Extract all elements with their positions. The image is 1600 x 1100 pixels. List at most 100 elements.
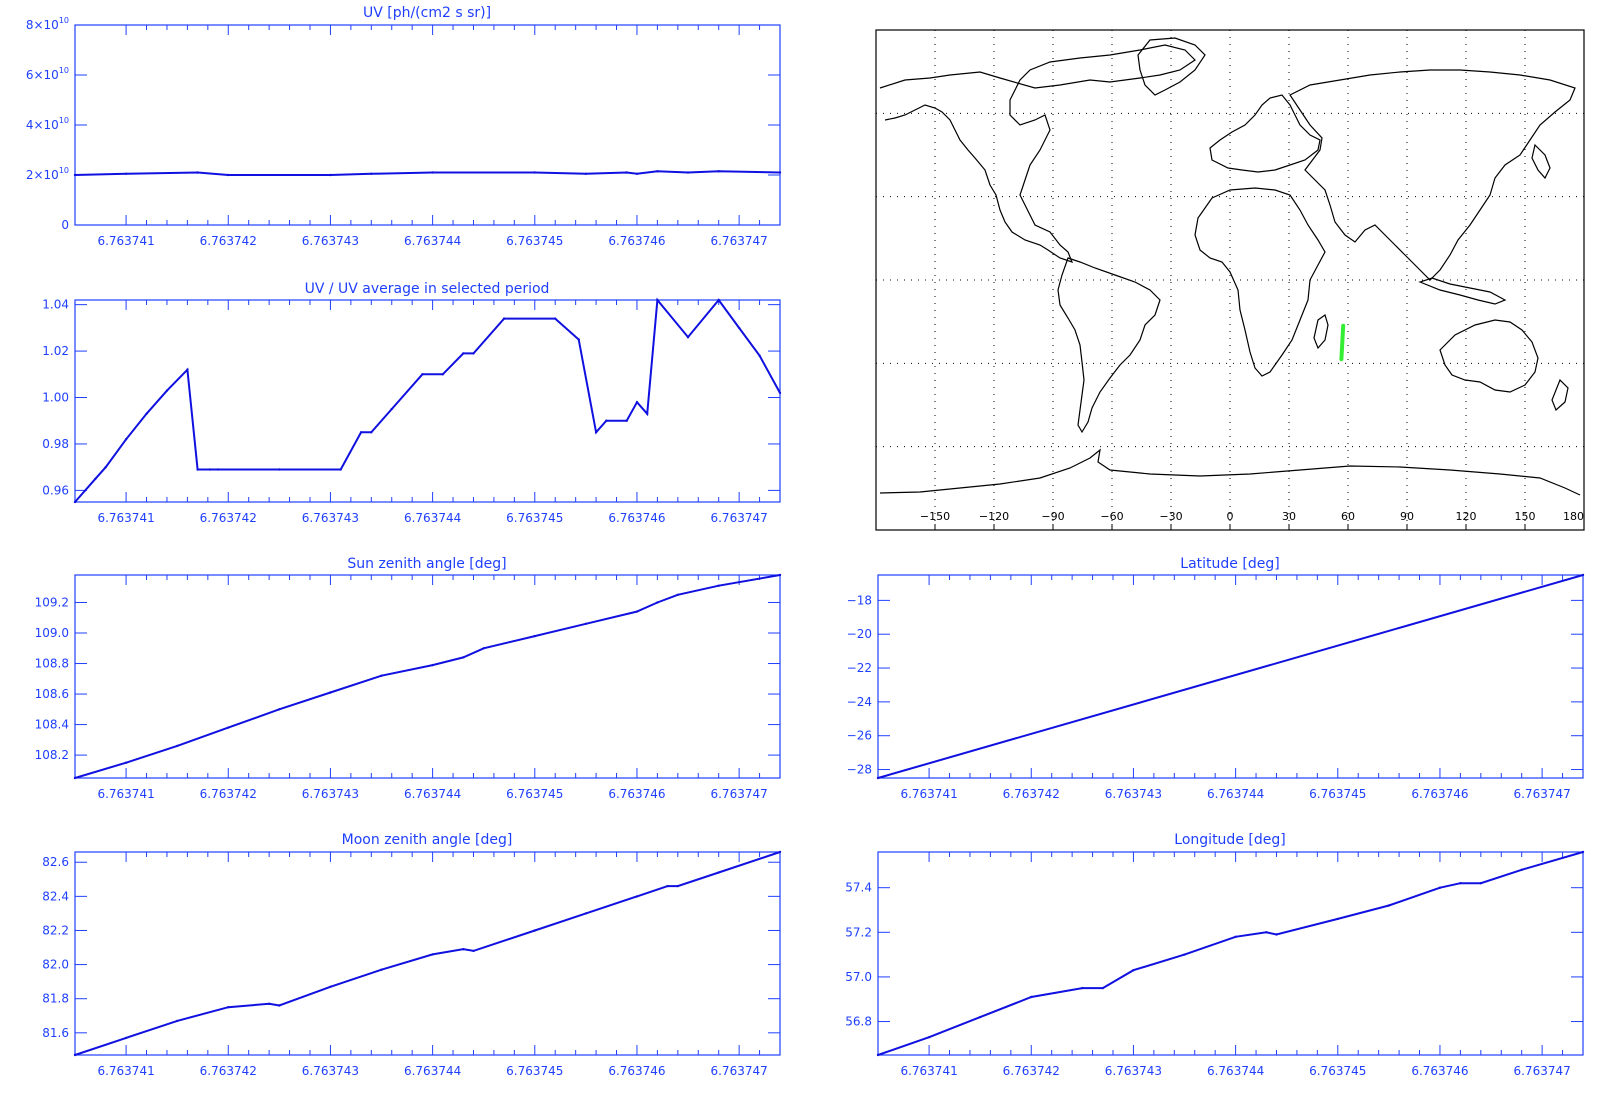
uvratio-data-point xyxy=(441,373,444,376)
sun-data-point xyxy=(278,708,281,711)
moon-data-point xyxy=(431,953,434,956)
moon-ytick-label: 81.8 xyxy=(42,992,69,1006)
lon-data-point xyxy=(1030,995,1033,999)
uvratio-data-point xyxy=(758,354,761,357)
sun-axes-frame xyxy=(74,574,781,779)
lon-ytick-label: 57.0 xyxy=(845,970,872,984)
moon-data-point xyxy=(380,968,383,971)
sun-data-point xyxy=(584,622,588,625)
lon-xtick-label: 6.763745 xyxy=(1309,1064,1366,1078)
lat-xtick-label: 6.763747 xyxy=(1513,787,1570,801)
south-america-outline xyxy=(1057,257,1161,434)
map-xtick-label: 180 xyxy=(1563,510,1584,523)
map-coastlines xyxy=(879,37,1581,496)
lon-data-point xyxy=(1479,882,1483,885)
lat-x-axis: 6.763741 6.763742 6.763743 6.763744 6.763745… xyxy=(900,575,1571,801)
moon-ytick-label: 82.4 xyxy=(42,889,69,903)
moon-ytick-label: 81.6 xyxy=(42,1026,69,1040)
lon-data-point xyxy=(1081,986,1084,990)
map-xtick-label: 150 xyxy=(1515,510,1536,523)
sun-xtick-label: 6.763745 xyxy=(506,787,563,801)
moon-data-point xyxy=(176,1019,179,1023)
uv-xtick-label: 6.763741 xyxy=(97,234,154,248)
lat-ytick-label: −22 xyxy=(847,661,872,675)
uvratio-data-point xyxy=(737,326,741,330)
uvratio-data-point xyxy=(104,466,107,469)
uv-data-point xyxy=(584,172,588,175)
sun-x-axis: 6.763741 6.763742 6.763743 6.763744 6.763745… xyxy=(97,575,768,801)
lon-xtick-label: 6.763741 xyxy=(900,1064,957,1078)
uv-data-point xyxy=(370,172,373,175)
lon-data-point xyxy=(1459,882,1462,885)
sun-xtick-label: 6.763746 xyxy=(608,787,665,801)
moon-xtick-label: 6.763742 xyxy=(200,1064,257,1078)
lon-data-point xyxy=(1183,953,1186,956)
sun-data-point xyxy=(431,663,434,667)
uv-data-point xyxy=(196,171,199,174)
uv-ytick-exp: 10 xyxy=(59,66,69,75)
map-xtick-label: 90 xyxy=(1400,510,1414,523)
uvratio-data-point xyxy=(717,298,720,302)
uv-data-point xyxy=(686,171,690,174)
sun-xtick-label: 6.763747 xyxy=(710,787,767,801)
lon-data-points xyxy=(876,850,1585,1057)
uvratio-xtick-label: 6.763747 xyxy=(710,511,767,525)
lat-ytick-label: −26 xyxy=(847,729,872,743)
moon-ytick-label: 82.6 xyxy=(42,855,69,869)
uv-data-points xyxy=(73,170,782,177)
map-xtick-label: 30 xyxy=(1282,510,1296,523)
uv-ytick-base: 2×10 xyxy=(26,168,59,182)
uv-xtick-label: 6.763745 xyxy=(506,234,563,248)
sun-data-point xyxy=(482,647,485,650)
madagascar-outline xyxy=(1313,314,1329,350)
moon-data-point xyxy=(462,948,465,951)
uv-data-point xyxy=(778,171,782,174)
moon-data-point xyxy=(533,929,536,932)
uv-data-point xyxy=(227,173,230,177)
sun-xtick-label: 6.763741 xyxy=(97,787,154,801)
sun-data-point xyxy=(656,601,659,604)
uvratio-axes-frame xyxy=(74,299,781,503)
uvratio-data-point xyxy=(94,477,97,480)
australia-outline xyxy=(1439,319,1539,393)
sun-ytick-label: 109.0 xyxy=(35,626,69,640)
sun-data-point xyxy=(717,584,720,587)
map-xtick-label: 0 xyxy=(1227,510,1234,523)
uvratio-data-point xyxy=(165,389,169,392)
uvratio-data-point xyxy=(390,407,393,411)
uvratio-data-point xyxy=(577,338,580,341)
uvratio-data-point xyxy=(686,335,690,339)
lat-ytick-label: −18 xyxy=(847,593,872,607)
moon-xtick-label: 6.763745 xyxy=(506,1064,563,1078)
uvratio-ytick-label: 0.96 xyxy=(42,483,69,497)
uvratio-data-point xyxy=(462,352,465,355)
uvratio-y-axis: 0.96 0.98 1.00 1.02 1.04 xyxy=(42,298,780,497)
lon-data-point xyxy=(1265,931,1268,934)
lon-ytick-label: 57.4 xyxy=(845,881,872,895)
moon-y-axis: 81.6 81.8 82.0 82.2 82.4 82.6 xyxy=(42,855,780,1040)
uv-panel: UV [ph/(cm2 s sr)] 6.763741 6.763742 6.763… xyxy=(26,5,782,248)
sun-series-line xyxy=(74,574,781,779)
uvratio-ytick-label: 0.98 xyxy=(42,437,69,451)
lon-title: Longitude [deg] xyxy=(1174,832,1285,848)
lon-data-point xyxy=(979,1015,982,1019)
uv-axes-frame xyxy=(74,24,781,226)
moon-xtick-label: 6.763743 xyxy=(302,1064,359,1078)
uvratio-x-axis: 6.763741 6.763742 6.763743 6.763744 6.763745… xyxy=(97,300,768,525)
moon-data-point xyxy=(329,985,332,988)
sun-data-point xyxy=(462,656,465,659)
moon-data-point xyxy=(73,1053,77,1057)
lat-ytick-label: −24 xyxy=(847,695,872,709)
uvratio-data-point xyxy=(73,500,77,504)
uv-ytick-label: 2×1010 xyxy=(26,166,69,182)
sun-data-point xyxy=(227,726,230,729)
uv-ytick-label: 4×1010 xyxy=(26,116,69,132)
map-xtick-label: −150 xyxy=(920,510,950,523)
lon-xtick-label: 6.763744 xyxy=(1207,1064,1264,1078)
uvratio-data-point xyxy=(370,431,373,434)
uv-data-point xyxy=(625,171,628,174)
sun-ytick-label: 108.6 xyxy=(35,687,69,701)
uvratio-data-point xyxy=(339,468,342,471)
lon-data-point xyxy=(1387,904,1391,907)
